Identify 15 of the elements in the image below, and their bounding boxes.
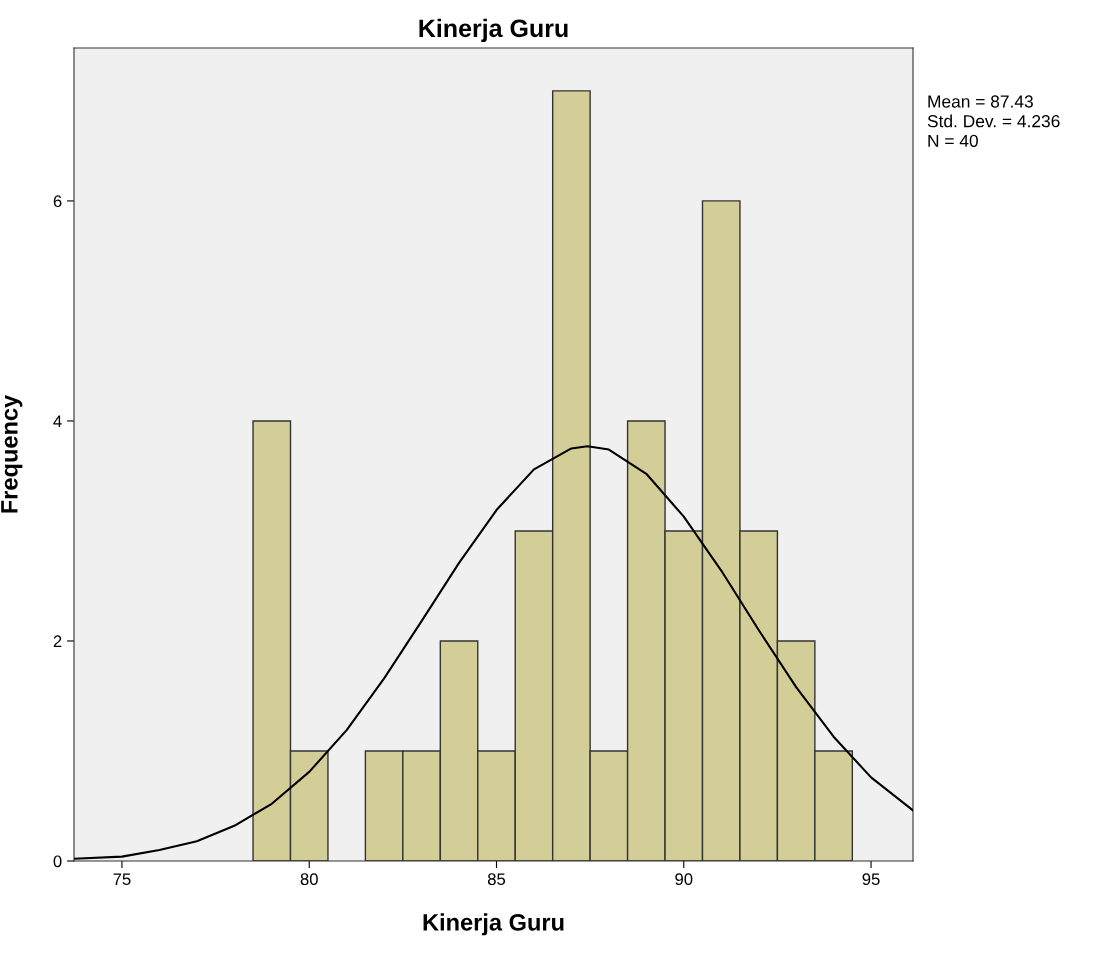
x-tick-label: 90	[675, 873, 693, 886]
y-tick-label: 2	[53, 635, 62, 648]
x-tick-label: 85	[487, 873, 506, 886]
y-tick-label: 4	[53, 415, 62, 427]
text: N = 40	[928, 134, 978, 148]
y-tick-label: 6	[53, 195, 62, 208]
y-tick-label: 0	[53, 855, 62, 868]
y-axis-title: Frequency	[1, 394, 23, 513]
x-tick-label: 75	[113, 873, 131, 886]
x-tick-label: 80	[300, 873, 318, 886]
chart-title: Kinerja Guru	[419, 18, 568, 43]
text: Std. Dev. = 4.236	[927, 114, 1060, 128]
text: Mean = 87.43	[928, 95, 1033, 108]
x-axis-title: Kinerja Guru	[423, 913, 564, 936]
x-tick-label: 95	[862, 873, 880, 886]
